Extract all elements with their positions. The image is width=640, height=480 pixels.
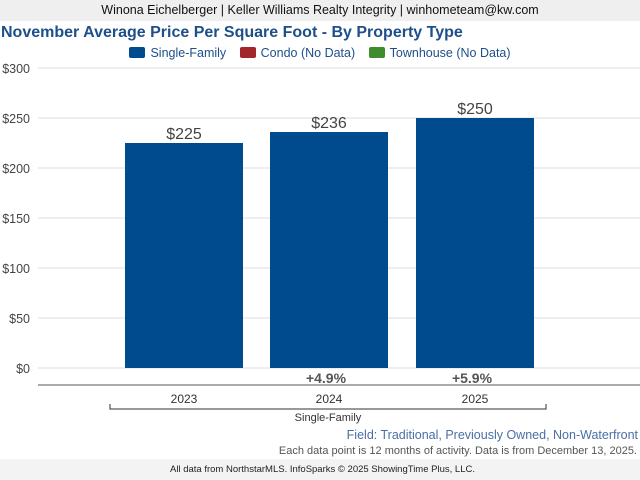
legend-swatch-single-family xyxy=(129,46,146,58)
legend-swatch-townhouse xyxy=(368,46,385,58)
x-tick-label: 2025 xyxy=(462,392,489,406)
legend-label-single-family: Single-Family xyxy=(150,45,227,60)
chart-title: November Average Price Per Square Foot -… xyxy=(1,24,463,41)
header-bar: Winona Eichelberger | Keller Williams Re… xyxy=(0,0,640,21)
footer-field-filter: Field: Traditional, Previously Owned, No… xyxy=(346,428,638,442)
y-tick-label: $50 xyxy=(9,312,30,326)
group-bracket xyxy=(109,404,547,410)
agent-contact-text: Winona Eichelberger | Keller Williams Re… xyxy=(101,3,539,17)
footer-data-note: Each data point is 12 months of activity… xyxy=(278,445,637,457)
bar-data-label: $236 xyxy=(311,115,347,132)
y-tick-label: $100 xyxy=(2,262,30,276)
legend-item-condo[interactable]: Condo (No Data) xyxy=(239,45,356,60)
y-tick-label: $150 xyxy=(2,212,30,226)
footer-band xyxy=(0,459,640,480)
bar-data-label: $225 xyxy=(166,126,202,143)
bar xyxy=(125,143,243,368)
change-label: +4.9% xyxy=(306,370,347,386)
x-tick-label: 2024 xyxy=(316,392,343,406)
legend-label-townhouse: Townhouse (No Data) xyxy=(389,45,511,60)
legend-item-single-family[interactable]: Single-Family xyxy=(129,46,226,60)
group-label: Single-Family xyxy=(295,412,362,424)
y-tick-label: $300 xyxy=(2,62,30,76)
x-tick-label: 2023 xyxy=(171,392,198,406)
bar-data-label: $250 xyxy=(457,101,493,118)
legend-item-townhouse[interactable]: Townhouse (No Data) xyxy=(368,45,511,60)
change-label: +5.9% xyxy=(452,370,493,386)
y-tick-label: $250 xyxy=(2,112,30,126)
footer-source: All data from NorthstarMLS. InfoSparks ©… xyxy=(170,464,475,475)
legend: Single-Family Condo (No Data) Townhouse … xyxy=(0,45,640,61)
y-tick-label: $0 xyxy=(16,362,30,376)
y-tick-label: $200 xyxy=(2,162,30,176)
legend-label-condo: Condo (No Data) xyxy=(260,45,356,60)
legend-swatch-condo xyxy=(239,46,256,58)
bar xyxy=(270,132,388,368)
bar xyxy=(416,118,534,368)
